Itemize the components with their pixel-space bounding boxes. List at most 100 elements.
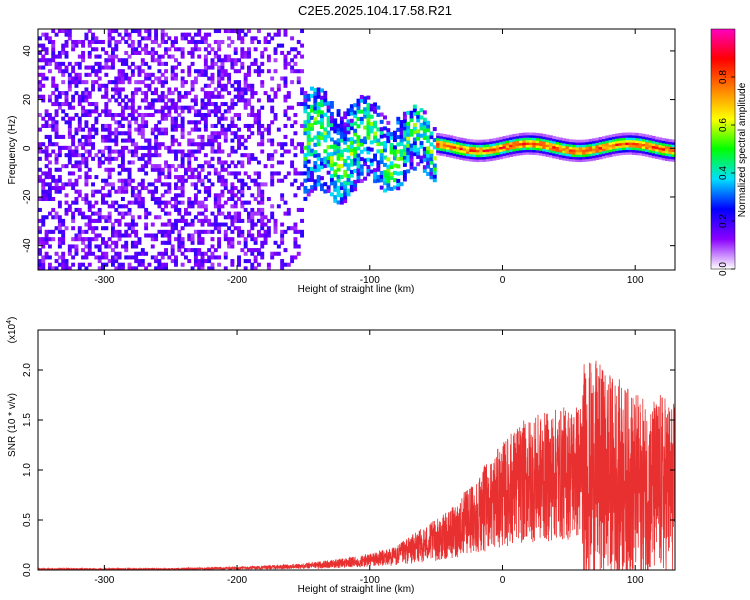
heatmap-cell <box>94 61 99 66</box>
heatmap-cell <box>283 29 288 34</box>
heatmap-cell <box>150 50 155 55</box>
heatmap-cell <box>124 116 129 121</box>
heatmap-cell <box>84 237 89 242</box>
heatmap-cell <box>51 178 56 183</box>
heatmap-cell <box>77 138 82 143</box>
heatmap-cell <box>266 233 271 238</box>
heatmap-cell <box>120 167 125 172</box>
heatmap-cell <box>323 156 328 161</box>
heatmap-cell <box>193 32 198 37</box>
heatmap-cell <box>127 43 132 48</box>
heatmap-cell <box>51 58 56 63</box>
heatmap-cell <box>67 207 72 212</box>
heatmap-cell <box>253 171 258 176</box>
heatmap-cell <box>462 155 467 159</box>
heatmap-cell <box>210 145 215 150</box>
heatmap-cell <box>107 39 112 45</box>
heatmap-cell <box>422 165 427 170</box>
heatmap-cell <box>452 141 457 144</box>
heatmap-cell <box>535 149 540 153</box>
heatmap-cell <box>399 152 404 157</box>
heatmap-cell <box>648 154 653 158</box>
heatmap-cell <box>167 149 172 154</box>
heatmap-cell <box>38 196 42 202</box>
heatmap-cell <box>101 109 105 114</box>
heatmap-cell <box>87 39 92 45</box>
heatmap-cell <box>326 185 331 190</box>
heatmap-cell <box>489 141 494 145</box>
heatmap-cell <box>233 149 238 154</box>
heatmap-cell <box>641 141 646 144</box>
heatmap-cell <box>71 262 76 267</box>
heatmap-cell <box>346 112 351 117</box>
heatmap-cell <box>38 149 42 154</box>
heatmap-cell <box>203 186 208 191</box>
heatmap-cell <box>41 262 46 267</box>
heatmap-cell <box>631 149 636 153</box>
heatmap-cell <box>333 140 338 145</box>
heatmap-cell <box>256 207 261 212</box>
heatmap-cell <box>509 139 514 143</box>
heatmap-cell <box>585 153 590 157</box>
heatmap-cell <box>552 140 557 144</box>
heatmap-cell <box>509 144 514 148</box>
heatmap-cell <box>422 157 427 162</box>
heatmap-cell <box>97 255 102 260</box>
heatmap-cell <box>339 182 344 187</box>
heatmap-cell <box>436 132 441 136</box>
heatmap-cell <box>233 131 238 136</box>
heatmap-cell <box>38 72 42 77</box>
heatmap-cell <box>124 240 129 245</box>
heatmap-cell <box>412 130 417 135</box>
heatmap-cell <box>150 39 155 45</box>
heatmap-cell <box>568 146 573 150</box>
heatmap-cell <box>77 120 82 125</box>
heatmap-cell <box>230 116 235 121</box>
heatmap-cell <box>47 262 52 267</box>
heatmap-cell <box>595 149 600 153</box>
heatmap-cell <box>359 109 364 114</box>
heatmap-cell <box>383 133 387 138</box>
heatmap-cell <box>154 29 159 34</box>
heatmap-cell <box>661 155 666 158</box>
heatmap-cell <box>578 139 583 143</box>
heatmap-cell <box>253 61 258 66</box>
heatmap-cell <box>157 98 162 103</box>
heatmap-cell <box>44 237 49 242</box>
heatmap-cell <box>412 111 417 116</box>
heatmap-cell <box>124 138 129 143</box>
heatmap-cell <box>124 61 129 66</box>
heatmap-cell <box>293 229 298 234</box>
heatmap-cell <box>57 255 62 260</box>
heatmap-cell <box>137 131 142 136</box>
heatmap-cell <box>349 140 354 145</box>
heatmap-cell <box>177 237 182 242</box>
heatmap-cell <box>233 134 238 139</box>
heatmap-cell <box>47 39 52 45</box>
heatmap-cell <box>167 237 172 242</box>
heatmap-cell <box>648 135 653 139</box>
heatmap-cell <box>150 164 155 169</box>
heatmap-cell <box>74 233 79 238</box>
heatmap-cell <box>286 171 291 176</box>
heatmap-cell <box>38 50 42 55</box>
heatmap-cell <box>97 61 102 66</box>
heatmap-cell <box>134 153 139 158</box>
heatmap-cell <box>237 36 241 41</box>
heatmap-cell <box>200 138 205 143</box>
heatmap-cell <box>157 127 162 132</box>
heatmap-cell <box>127 105 132 110</box>
heatmap-cell <box>592 155 596 159</box>
heatmap-cell <box>44 120 49 125</box>
heatmap-cell <box>343 180 348 185</box>
heatmap-cell <box>220 211 225 216</box>
heatmap-cell <box>515 143 520 146</box>
heatmap-cell <box>117 69 122 74</box>
heatmap-cell <box>243 207 248 212</box>
heatmap-cell <box>442 151 447 154</box>
heatmap-cell <box>157 164 162 169</box>
heatmap-cell <box>456 141 460 145</box>
heatmap-cell <box>170 123 175 128</box>
heatmap-cell <box>84 255 89 260</box>
heatmap-cell <box>107 156 112 161</box>
